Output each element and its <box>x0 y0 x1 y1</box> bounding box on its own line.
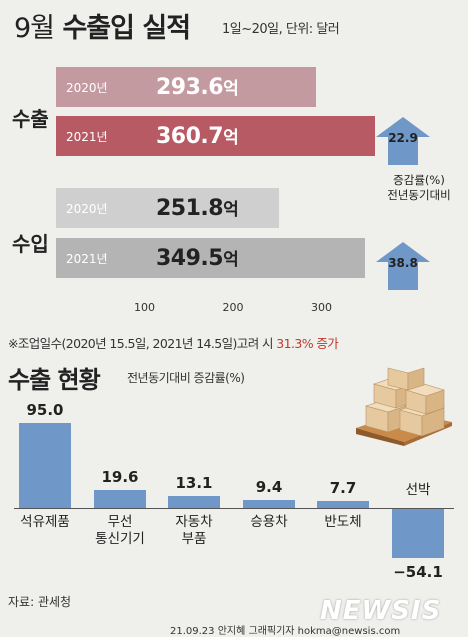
vbar <box>94 490 146 508</box>
vbar-value-label: 7.7 <box>329 479 357 498</box>
source-text: 자료: 관세청 <box>8 595 72 609</box>
arrow-caption: 증감률(%) 전년동기대비 <box>374 173 464 203</box>
footnote: ※조업일수(2020년 15.5일, 2021년 14.5일)고려 시 31.3… <box>8 333 339 352</box>
arrow-caption-line2: 전년동기대비 <box>387 188 451 202</box>
group-label-import: 수입 <box>12 232 49 256</box>
vbar <box>392 509 444 558</box>
title-main: 수출입 실적 <box>62 13 191 44</box>
vbar-category-label: 승용차 <box>250 514 288 530</box>
hbar-import-2021: 2021년 349.5억 <box>56 238 366 278</box>
hbar-export-2021: 2021년 360.7억 <box>56 116 376 156</box>
subtitle: 1일~20일, 단위: 달러 <box>222 22 340 37</box>
hbar-year-label: 2020년 <box>66 80 108 95</box>
boxes-pallet-icon <box>356 367 452 446</box>
hbar-value-label: 360.7억 <box>156 124 239 149</box>
growth-arrow: 38.8 <box>374 240 432 296</box>
vbar-value-label: −54.1 <box>393 562 443 581</box>
vbar-baseline <box>14 508 454 509</box>
title-month: 9월 <box>14 13 55 44</box>
hbar-year-label: 2021년 <box>66 129 108 144</box>
vbar <box>168 496 220 508</box>
newsis-logo: NEWSIS <box>320 596 442 626</box>
section2-subtitle: 전년동기대비 증감률(%) <box>127 371 245 385</box>
group-label-export: 수출 <box>12 107 49 131</box>
footnote-text: ※조업일수(2020년 15.5일, 2021년 14.5일)고려 시 <box>8 336 277 351</box>
footnote-highlight: 31.3% 증가 <box>276 336 339 351</box>
hbar-x-tick: 300 <box>311 301 332 314</box>
hbar-value-label: 349.5억 <box>156 246 239 271</box>
vbar-category-label: 석유제품 <box>20 514 70 530</box>
vbar-value-label: 13.1 <box>175 474 213 493</box>
section2-title: 수출 현황 <box>8 366 101 394</box>
hbar-x-tick: 200 <box>222 301 244 314</box>
hbar-value-label: 293.6억 <box>156 75 239 100</box>
arrow-caption-line1: 증감률(%) <box>393 173 445 187</box>
credit-text: 21.09.23 안지혜 그래픽기자 hokma@newsis.com <box>170 626 401 637</box>
vbar-category-label: 무선 통신기기 <box>95 514 145 547</box>
vbar <box>243 499 295 508</box>
hbar-import-2020: 2020년 251.8억 <box>56 188 279 228</box>
vbar <box>317 501 369 508</box>
hbar-x-tick: 100 <box>134 301 155 314</box>
vbar-value-label: 95.0 <box>26 400 64 419</box>
hbar-year-label: 2021년 <box>66 251 108 266</box>
growth-arrow-label: 38.8 <box>388 256 418 270</box>
hbar-year-label: 2020년 <box>66 201 108 216</box>
page-title: 9월 수출입 실적 <box>14 6 191 45</box>
vbar-value-label: 19.6 <box>101 468 139 487</box>
vbar-category-label: 반도체 <box>324 514 362 530</box>
vbar-category-label: 선박 <box>405 482 431 498</box>
growth-arrow: 22.9 <box>374 115 432 171</box>
vbar <box>19 422 71 508</box>
hbar-value-label: 251.8억 <box>156 196 239 221</box>
growth-arrow-label: 22.9 <box>388 131 418 145</box>
vbar-category-label: 자동차 부품 <box>175 514 213 547</box>
hbar-export-2020: 2020년 293.6억 <box>56 67 316 107</box>
vbar-value-label: 9.4 <box>255 477 283 496</box>
